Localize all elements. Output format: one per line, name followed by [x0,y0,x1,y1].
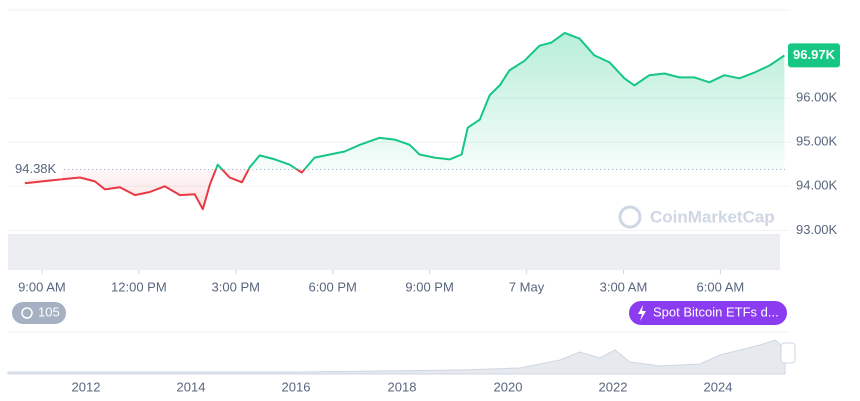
x-tick-label: 9:00 AM [18,279,66,294]
x-tick-label: 3:00 PM [212,279,260,294]
navigator-year: 2022 [599,379,628,394]
y-tick-label: 93.00K [796,222,838,237]
navigator-year: 2012 [72,379,101,394]
y-tick-label: 95.00K [796,134,838,149]
baseline-label: 94.38K [15,161,57,176]
watermark: CoinMarketCap [618,205,775,229]
news-badge[interactable]: Spot Bitcoin ETFs d... [629,301,787,325]
x-tick-label: 9:00 PM [405,279,453,294]
x-tick-label: 12:00 PM [111,279,167,294]
navigator [7,331,796,375]
y-tick-label: 94.00K [796,178,838,193]
x-tick-label: 7 May [509,279,545,294]
baseline-label-bg [8,160,62,179]
price-area [24,32,785,210]
volume-band [8,234,780,270]
x-tick-label: 6:00 AM [697,279,745,294]
last-price-badge [788,43,840,68]
watermark-text: CoinMarketCap [650,207,775,226]
x-tick-label: 3:00 AM [600,279,648,294]
navigator-year: 2014 [177,379,206,394]
last-price-label: 96.97K [793,47,836,62]
events-badge[interactable]: 105 [12,302,66,324]
navigator-year: 2024 [704,379,733,394]
navigator-year: 2016 [282,379,311,394]
x-tick-label: 6:00 PM [308,279,356,294]
events-count: 105 [38,304,60,319]
y-tick-label: 96.00K [796,90,838,105]
navigator-year: 2020 [494,379,523,394]
news-text: Spot Bitcoin ETFs d... [653,304,779,319]
navigator-year: 2018 [388,379,417,394]
price-line [24,31,785,211]
